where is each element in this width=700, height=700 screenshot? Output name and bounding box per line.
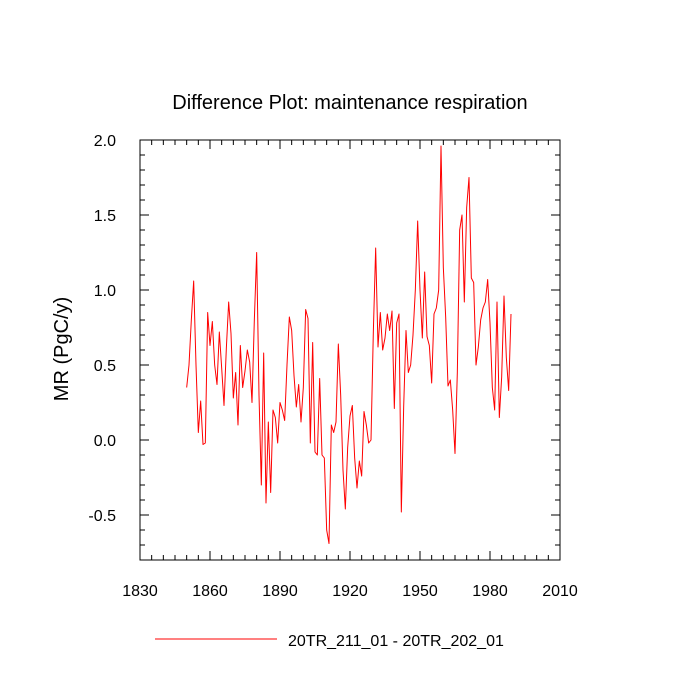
y-axis: -0.5 0.0 0.5 1.0 1.5 2.0 bbox=[88, 133, 560, 561]
y-tick-label: 2.0 bbox=[94, 133, 116, 150]
x-axis: 1830 1860 1890 1920 1950 1980 2010 bbox=[122, 140, 578, 600]
legend: 20TR_211_01 - 20TR_202_01 bbox=[155, 633, 504, 650]
x-tick-label: 1920 bbox=[332, 583, 368, 600]
y-tick-label: 0.5 bbox=[94, 358, 116, 375]
y-axis-label: MR (PgC/y) bbox=[51, 297, 73, 401]
series-line bbox=[186, 145, 512, 544]
y-tick-label: 0.0 bbox=[94, 433, 116, 450]
x-tick-label: 1950 bbox=[402, 583, 438, 600]
legend-label: 20TR_211_01 - 20TR_202_01 bbox=[288, 633, 504, 650]
y-tick-label: -0.5 bbox=[88, 508, 116, 525]
x-tick-label: 1860 bbox=[192, 583, 228, 600]
plot-layer bbox=[186, 145, 512, 544]
y-tick-label: 1.0 bbox=[94, 283, 116, 300]
x-tick-label: 1830 bbox=[122, 583, 158, 600]
x-tick-label: 2010 bbox=[542, 583, 578, 600]
chart-title: Difference Plot: maintenance respiration bbox=[172, 92, 527, 114]
x-tick-label: 1980 bbox=[472, 583, 508, 600]
y-tick-label: 1.5 bbox=[94, 208, 116, 225]
x-tick-label: 1890 bbox=[262, 583, 298, 600]
